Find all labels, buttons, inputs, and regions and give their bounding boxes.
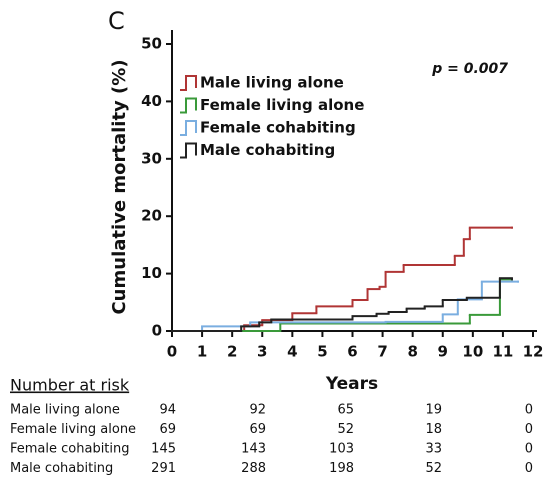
risk-value: 94: [159, 403, 176, 418]
x-tick-label: 1: [197, 343, 207, 361]
risk-value: 288: [241, 461, 266, 476]
risk-value: 0: [525, 403, 533, 418]
x-tick-label: 8: [407, 343, 417, 361]
x-tick-label: 3: [257, 343, 267, 361]
x-tick-label: 12: [523, 343, 544, 361]
panel-label: C: [108, 7, 125, 35]
risk-value: 69: [249, 422, 266, 437]
risk-value: 19: [425, 403, 442, 418]
x-tick-label: 6: [347, 343, 357, 361]
legend-label: Female living alone: [200, 96, 364, 114]
y-tick-label: 50: [141, 35, 162, 53]
legend-label: Male living alone: [200, 74, 344, 92]
y-tick-label: 10: [141, 264, 162, 282]
risk-value: 69: [159, 422, 176, 437]
x-tick-label: 10: [462, 343, 483, 361]
y-tick-label: 20: [141, 207, 162, 225]
risk-value: 291: [151, 461, 176, 476]
legend-label: Female cohabiting: [200, 119, 356, 137]
risk-value: 52: [425, 461, 442, 476]
x-tick-label: 11: [492, 343, 513, 361]
risk-title: Number at risk: [10, 376, 130, 395]
risk-value: 0: [525, 422, 533, 437]
risk-value: 143: [241, 442, 266, 457]
legend-icon: [180, 120, 197, 136]
risk-value: 92: [249, 403, 266, 418]
risk-row-label: Male living alone: [10, 403, 120, 418]
y-tick-label: 30: [141, 149, 162, 167]
risk-value: 0: [525, 442, 533, 457]
y-tick-label: 40: [141, 92, 162, 110]
risk-value: 18: [425, 422, 442, 437]
legend-label: Male cohabiting: [200, 141, 335, 159]
risk-value: 65: [337, 403, 354, 418]
x-tick-label: 9: [438, 343, 448, 361]
x-tick-label: 5: [317, 343, 327, 361]
risk-row-label: Female living alone: [10, 422, 136, 437]
risk-row-label: Female cohabiting: [10, 442, 130, 457]
x-tick-label: 7: [377, 343, 387, 361]
risk-value: 33: [425, 442, 442, 457]
x-tick-label: 0: [167, 343, 177, 361]
y-tick-label: 0: [152, 322, 162, 340]
x-tick-label: 4: [287, 343, 297, 361]
risk-value: 52: [337, 422, 354, 437]
y-axis-label: Cumulative mortality (%): [109, 59, 130, 314]
risk-value: 145: [151, 442, 176, 457]
legend-icon: [180, 142, 197, 159]
x-tick-label: 2: [227, 343, 237, 361]
risk-row-label: Male cohabiting: [10, 461, 113, 476]
risk-value: 198: [329, 461, 354, 476]
risk-value: 103: [329, 442, 354, 457]
legend-icon: [180, 97, 197, 114]
risk-value: 0: [525, 461, 533, 476]
p-value: p = 0.007: [431, 61, 508, 77]
x-axis-label: Years: [325, 374, 378, 394]
legend-icon: [180, 75, 197, 91]
